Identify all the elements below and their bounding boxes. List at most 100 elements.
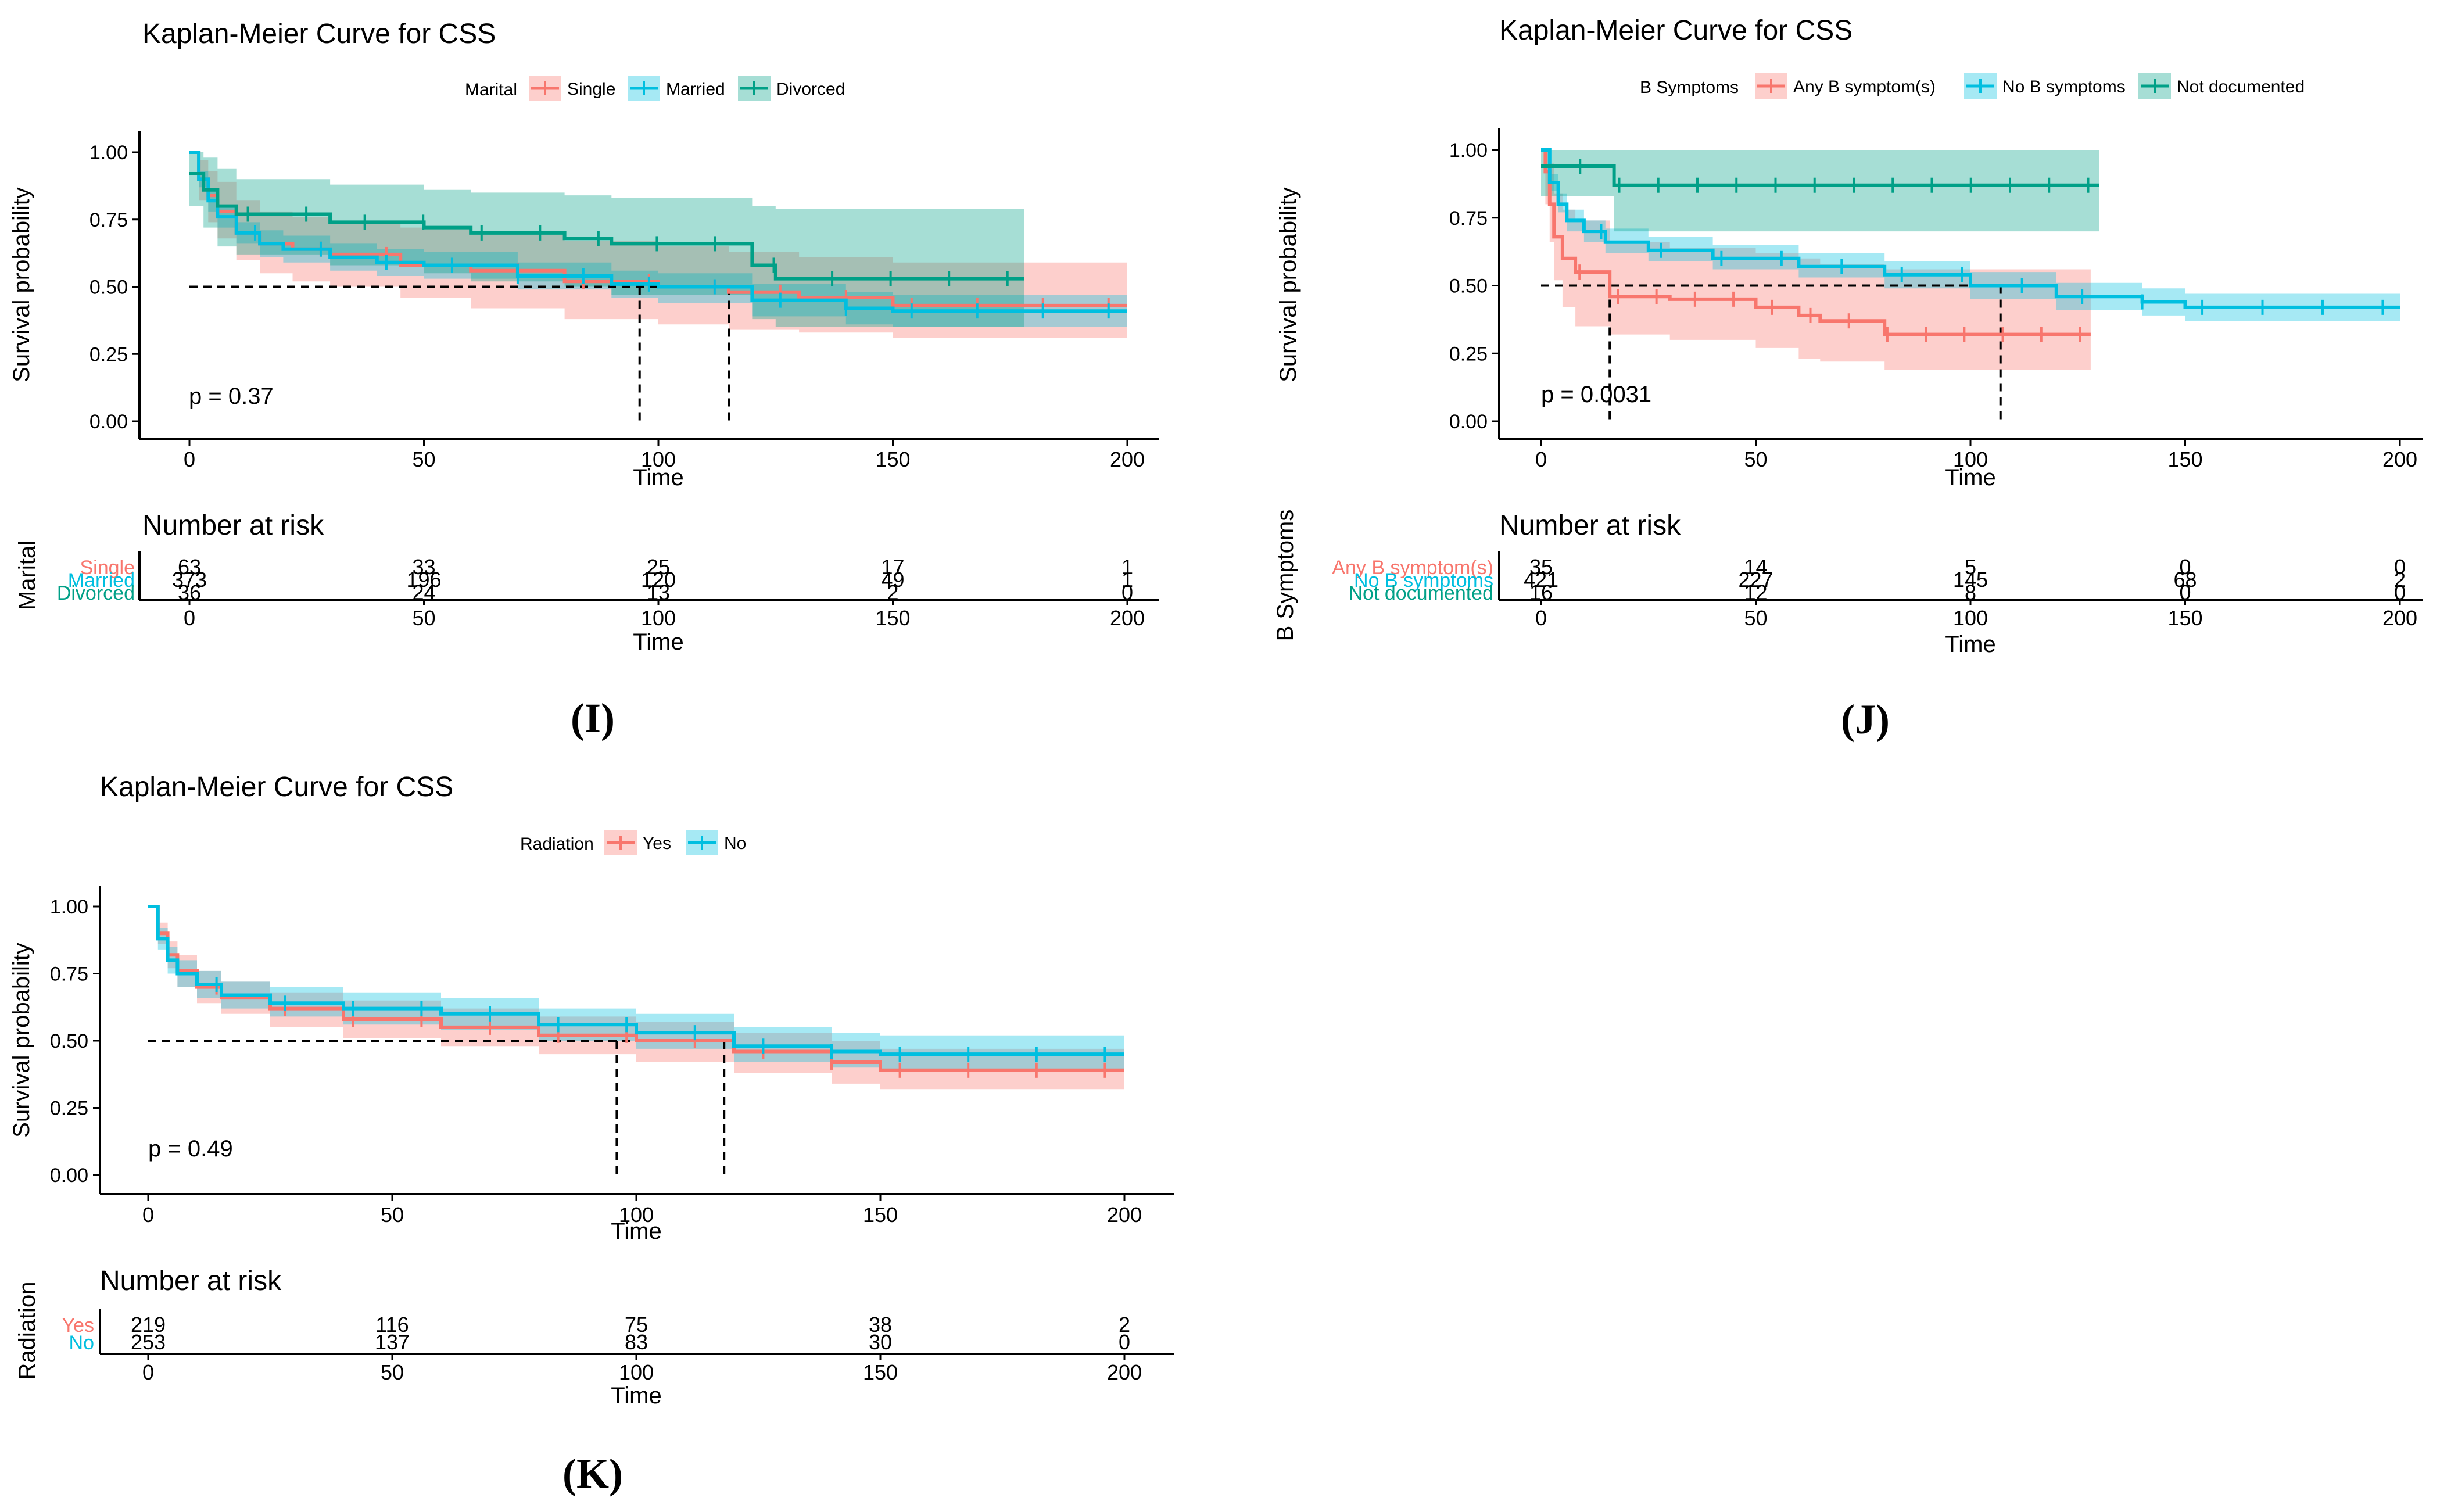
risk-x-axis-label: Time: [1945, 632, 1995, 657]
risk-count: 63: [178, 555, 201, 579]
y-tick-label: 1.00: [89, 142, 128, 164]
risk-x-tick-label: 50: [1744, 606, 1767, 630]
survival-curve-0: [148, 905, 1124, 1072]
x-axis-label: Time: [611, 1219, 661, 1244]
p-value: p = 0.49: [148, 1136, 233, 1162]
risk-x-axis-label: Time: [633, 629, 683, 655]
x-tick-label: 100: [619, 1203, 654, 1227]
chart-title: Kaplan-Meier Curve for CSS: [100, 772, 453, 802]
survival-curve-2: [189, 172, 1024, 281]
risk-count: 33: [412, 555, 435, 579]
x-tick-label: 0: [1535, 447, 1547, 471]
risk-count: 30: [869, 1330, 892, 1354]
risk-row-label: No B symptoms: [1354, 569, 1493, 592]
y-axis-label: Survival probability: [9, 943, 34, 1138]
risk-x-tick-label: 150: [875, 606, 910, 630]
risk-x-tick-label: 0: [184, 606, 195, 630]
risk-count: 68: [2173, 568, 2197, 592]
y-tick-label: 0.00: [1449, 411, 1488, 433]
x-tick-label: 200: [1110, 447, 1145, 471]
risk-count: 137: [375, 1330, 410, 1354]
survival-curve-1: [1541, 148, 2400, 309]
risk-row-label: No: [69, 1332, 94, 1354]
y-tick-label: 0.25: [89, 343, 128, 366]
x-tick-label: 150: [863, 1203, 898, 1227]
ci-band-1: [148, 907, 1124, 1070]
risk-count: 14: [1744, 555, 1767, 579]
legend-label-1: No: [724, 834, 746, 853]
risk-x-tick-label: 200: [1110, 606, 1145, 630]
risk-row-label: Single: [80, 557, 135, 579]
ci-band-0: [148, 907, 1124, 1090]
chart-panel-0: Kaplan-Meier Curve for CSS Marital Single M…: [9, 19, 1159, 741]
risk-count: 227: [1738, 568, 1773, 592]
chart-panel-1: Kaplan-Meier Curve for CSS B Symptoms Any …: [1273, 15, 2423, 743]
legend-label-1: Married: [666, 80, 725, 99]
risk-count: 2: [1119, 1313, 1130, 1337]
panel-label: (J): [1841, 696, 1890, 743]
risk-count: 0: [2179, 581, 2191, 604]
risk-x-axis-label: Time: [611, 1383, 661, 1409]
x-tick-label: 50: [1744, 447, 1767, 471]
risk-count: 83: [625, 1330, 648, 1354]
risk-x-tick-label: 0: [142, 1360, 154, 1384]
x-axis-label: Time: [1945, 465, 1995, 490]
p-value: p = 0.37: [189, 384, 274, 409]
ci-band-0: [1541, 150, 2091, 370]
risk-x-tick-label: 200: [1107, 1360, 1142, 1384]
risk-row-label: Any B symptom(s): [1332, 557, 1493, 579]
risk-count: 373: [172, 568, 207, 592]
x-tick-label: 200: [2382, 447, 2417, 471]
x-tick-label: 50: [412, 447, 435, 471]
risk-count: 8: [1965, 581, 1976, 604]
risk-count: 116: [375, 1313, 409, 1337]
risk-count: 49: [881, 568, 904, 592]
y-tick-label: 0.00: [89, 411, 128, 433]
y-tick-label: 0.25: [1449, 343, 1488, 365]
risk-x-tick-label: 200: [2382, 606, 2417, 630]
risk-count: 25: [647, 555, 670, 579]
risk-row-label: Not documented: [1349, 582, 1494, 604]
risk-table-title: Number at risk: [1499, 510, 1681, 541]
survival-curve-1: [148, 905, 1124, 1056]
y-tick-label: 1.00: [50, 896, 88, 918]
y-tick-label: 0.00: [50, 1165, 88, 1187]
y-tick-label: 0.50: [1449, 275, 1488, 298]
risk-count: 38: [869, 1313, 892, 1337]
legend-title: Marital: [465, 80, 517, 99]
risk-count: 421: [1524, 568, 1558, 592]
risk-count: 0: [1119, 1330, 1130, 1354]
x-tick-label: 0: [142, 1203, 154, 1227]
survival-curve-2: [1541, 164, 2099, 187]
risk-x-tick-label: 50: [381, 1360, 404, 1384]
x-tick-label: 100: [641, 447, 676, 471]
x-tick-label: 200: [1107, 1203, 1142, 1227]
risk-count: 2: [887, 581, 898, 604]
y-tick-label: 0.25: [50, 1098, 88, 1120]
y-axis-label: Survival probability: [1275, 187, 1301, 382]
ci-band-2: [1541, 150, 2099, 232]
risk-count: 5: [1965, 555, 1976, 579]
survival-curve-0: [1541, 148, 2091, 336]
risk-count: 0: [2179, 555, 2191, 579]
panel-label: (K): [562, 1450, 623, 1497]
legend-label-2: Divorced: [776, 80, 845, 99]
p-value: p = 0.0031: [1541, 382, 1651, 407]
risk-x-tick-label: 0: [1535, 606, 1547, 630]
y-tick-label: 0.50: [89, 277, 128, 299]
risk-table-title: Number at risk: [142, 510, 324, 541]
risk-y-axis-label: B Symptoms: [1273, 510, 1298, 642]
x-tick-label: 150: [875, 447, 910, 471]
x-tick-label: 100: [1953, 447, 1988, 471]
x-axis-label: Time: [633, 465, 683, 490]
risk-row-label: Divorced: [57, 582, 135, 604]
risk-count: 0: [1121, 581, 1133, 604]
risk-x-tick-label: 150: [2167, 606, 2202, 630]
risk-x-tick-label: 150: [863, 1360, 898, 1384]
risk-count: 35: [1529, 555, 1553, 579]
y-tick-label: 0.75: [50, 963, 88, 986]
x-tick-label: 50: [381, 1203, 404, 1227]
chart-title: Kaplan-Meier Curve for CSS: [142, 19, 496, 49]
